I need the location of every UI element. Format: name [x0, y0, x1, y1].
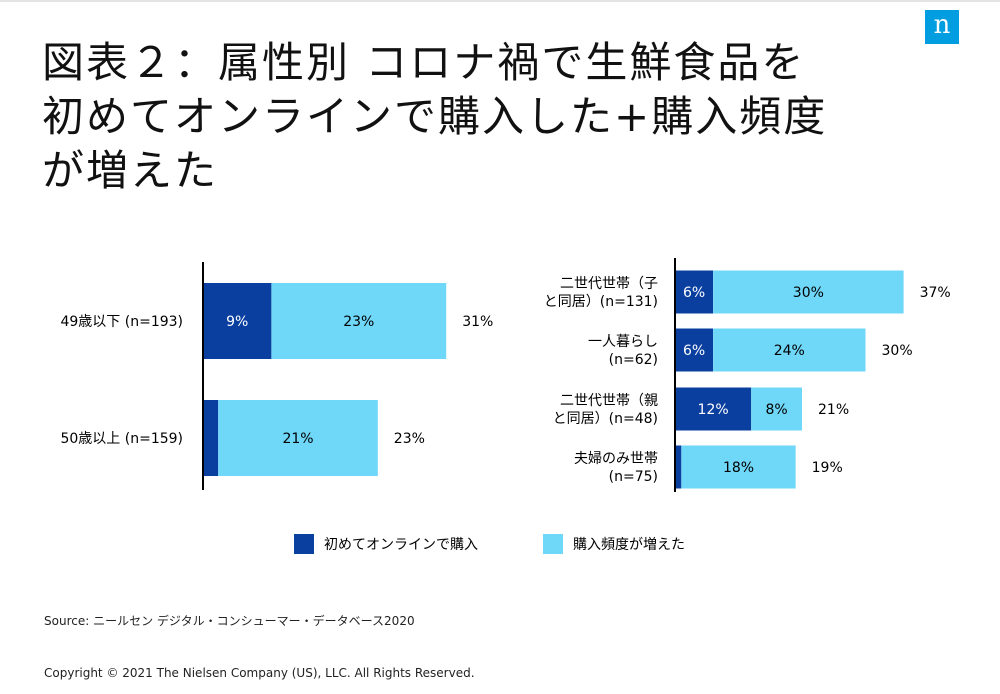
age-category-label-0-line-0: 49歳以下 (n=193): [60, 314, 183, 330]
age-total-1: 23%: [394, 431, 425, 447]
household-total-0: 37%: [920, 285, 951, 301]
age-bar-1-series-1: [218, 400, 378, 476]
household-total-2: 21%: [818, 402, 849, 418]
household-category-label-0-line-1: と同居）(n=131): [544, 294, 658, 310]
title-line-2: 初めてオンラインで購入した+購入頻度: [42, 92, 828, 141]
household-total-1: 30%: [882, 343, 913, 359]
age-total-0: 31%: [462, 314, 493, 330]
household-category-label-2-line-0: 二世代世帯（親: [560, 393, 658, 409]
chart-title: 図表２：属性別 コロナ禍で生鮮食品を 初めてオンラインで購入した+購入頻度 が増…: [42, 36, 827, 198]
household-category-label-0-line-0: 二世代世帯（子: [560, 276, 658, 292]
legend-swatch-first-time: [294, 534, 314, 554]
household-bar-2-series-1-label: 8%: [765, 402, 787, 418]
household-bar-0-series-1: [713, 270, 904, 314]
age-bar-1-series-1-label: 21%: [282, 431, 313, 447]
household-bar-1-series-0: [675, 328, 714, 372]
household-category-label-1-line-0: 一人暮らし: [588, 334, 658, 350]
age-bar-1-series-0: [203, 400, 219, 476]
household-bar-1-series-1-label: 24%: [774, 343, 805, 359]
household-bar-2-series-0: [675, 387, 752, 431]
legend: 初めてオンラインで購入 購入頻度が増えた: [0, 534, 1000, 556]
household-bar-0-series-0-label: 6%: [683, 285, 705, 301]
legend-label-first-time: 初めてオンラインで購入: [324, 537, 478, 553]
legend-label-increased: 購入頻度が増えた: [573, 537, 685, 553]
legend-item-first-time: 初めてオンラインで購入: [294, 534, 478, 554]
legend-swatch-increased: [543, 534, 563, 554]
source-note: Source: ニールセン デジタル・コンシューマー・データベース2020: [44, 614, 415, 628]
household-bar-0-series-1-label: 30%: [793, 285, 824, 301]
household-bar-3-series-0: [675, 445, 682, 489]
copyright-note: Copyright © 2021 The Nielsen Company (US…: [44, 666, 475, 680]
household-bar-3-series-1-label: 18%: [723, 460, 754, 476]
household-category-label-2-line-1: と同居）(n=48): [553, 411, 658, 427]
household-category-label-3-line-1: (n=75): [609, 469, 658, 485]
household-bar-2-series-0-label: 12%: [698, 402, 729, 418]
title-line-3: が増えた: [42, 146, 219, 195]
household-category-label-3-line-0: 夫婦のみ世帯: [574, 450, 658, 467]
household-bar-0-series-0: [675, 270, 714, 314]
household-bar-1-series-1: [713, 328, 866, 372]
age-bar-0-series-1: [271, 283, 447, 359]
age-bar-0-series-0-label: 9%: [226, 314, 248, 330]
top-border: [0, 0, 1000, 2]
age-bar-0-series-1-label: 23%: [343, 314, 374, 330]
household-bar-2-series-1: [751, 387, 802, 431]
age-bar-0-series-0: [203, 283, 272, 359]
age-category-label-1-line-0: 50歳以上 (n=159): [60, 431, 183, 447]
title-line-1: 図表２：属性別 コロナ禍で生鮮食品を: [42, 38, 806, 87]
nielsen-logo: n: [925, 10, 959, 44]
legend-item-increased: 購入頻度が増えた: [543, 534, 685, 554]
household-total-3: 19%: [812, 460, 843, 476]
household-bar-3-series-1: [681, 445, 796, 489]
household-bar-1-series-0-label: 6%: [683, 343, 705, 359]
household-category-label-1-line-1: (n=62): [609, 352, 658, 368]
